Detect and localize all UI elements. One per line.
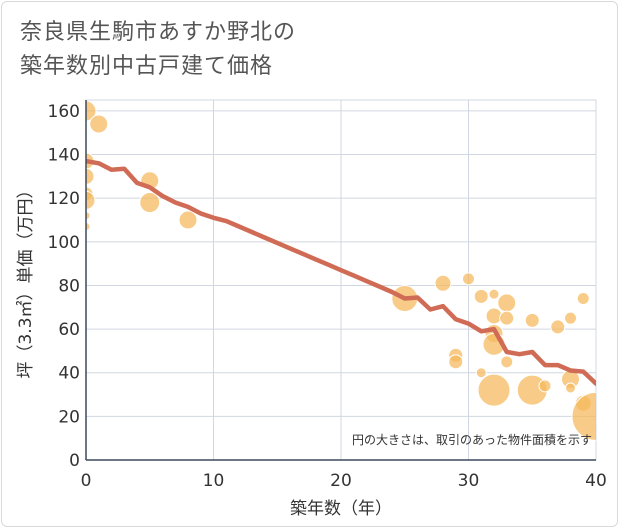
data-bubble xyxy=(473,288,489,304)
y-axis-label: 坪（3.3㎡）単価（万円） xyxy=(16,181,36,378)
data-bubble xyxy=(550,319,566,335)
trend-layer xyxy=(86,158,596,386)
grid xyxy=(85,99,597,461)
data-bubble xyxy=(89,114,109,134)
data-bubble xyxy=(497,293,517,313)
data-bubble xyxy=(462,272,475,286)
data-bubble xyxy=(86,222,91,232)
size-note: 円の大きさは、取引のあった物件面積を示す xyxy=(352,432,592,447)
data-bubble xyxy=(488,288,500,300)
x-tick-label: 40 xyxy=(585,471,607,491)
data-bubble xyxy=(499,310,515,326)
data-bubble xyxy=(86,167,95,185)
data-bubble xyxy=(576,292,590,306)
x-tick-label: 30 xyxy=(458,471,480,491)
chart-title-line-2: 築年数別中古戸建て価格 xyxy=(20,54,274,79)
trend-line xyxy=(86,158,596,386)
data-bubble xyxy=(571,391,596,441)
x-tick-label: 0 xyxy=(81,471,92,491)
data-bubble xyxy=(448,354,464,370)
y-tick-label: 20 xyxy=(58,407,80,427)
x-tick-label: 20 xyxy=(330,471,352,491)
y-tick-label: 120 xyxy=(48,189,80,209)
y-tick-label: 0 xyxy=(69,451,80,471)
data-bubble xyxy=(86,100,97,122)
data-bubble xyxy=(434,274,452,292)
chart-title-line-1: 奈良県生駒市あすか野北の xyxy=(20,20,297,45)
chart-title: 奈良県生駒市あすか野北の 築年数別中古戸建て価格 xyxy=(20,16,296,84)
y-tick-label: 60 xyxy=(58,320,80,340)
data-bubble xyxy=(178,210,198,230)
axes: 0 20 40 60 80 100 120 140 160 0 10 20 30 40 xyxy=(48,100,607,491)
data-bubble xyxy=(538,379,552,393)
y-tick-label: 100 xyxy=(48,233,80,253)
data-bubble xyxy=(524,312,540,328)
x-tick-label: 10 xyxy=(203,471,225,491)
x-axis-label: 築年数（年） xyxy=(290,499,392,519)
data-bubble xyxy=(500,355,514,369)
y-tick-label: 40 xyxy=(58,364,80,384)
data-bubble xyxy=(564,311,577,325)
data-bubble xyxy=(86,211,91,221)
y-tick-label: 140 xyxy=(48,146,80,166)
data-bubble xyxy=(475,367,487,379)
y-tick-label: 80 xyxy=(58,276,80,296)
data-bubble xyxy=(86,190,96,210)
bubble-layer xyxy=(86,100,596,441)
data-bubble xyxy=(477,373,511,407)
y-tick-label: 160 xyxy=(48,102,80,122)
data-bubble xyxy=(139,192,161,214)
data-bubble xyxy=(565,382,576,394)
